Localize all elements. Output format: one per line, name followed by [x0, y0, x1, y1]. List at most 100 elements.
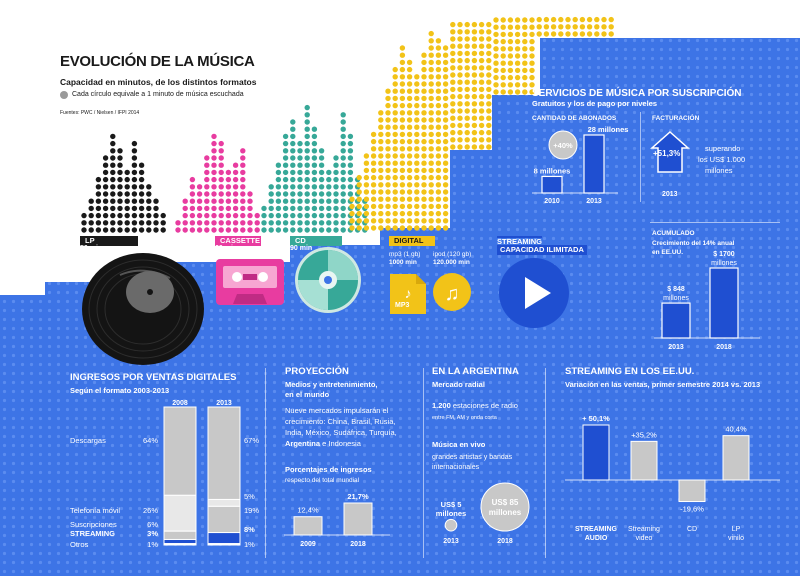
dot [290, 140, 296, 147]
dot [254, 220, 260, 226]
ipod-icon: ♫ [433, 273, 471, 311]
dot [428, 160, 434, 166]
dot [225, 184, 232, 190]
cassette-minutes: 60 min [215, 245, 238, 252]
dot [304, 126, 310, 132]
facturacion-growth: +51,3% [653, 149, 681, 158]
dot [435, 146, 442, 152]
dot [218, 220, 224, 226]
gray-circle-icon [60, 91, 68, 99]
dot [450, 43, 456, 49]
dot [318, 227, 325, 233]
dot [478, 50, 485, 57]
dot [182, 227, 188, 233]
dot [522, 89, 528, 95]
dot [189, 191, 196, 197]
dot [254, 227, 260, 233]
sources-text: Fuentes: PWC / Nielsen / IFPI 2014 [60, 110, 140, 116]
dot [457, 115, 463, 121]
dot [340, 176, 346, 183]
dot [304, 140, 310, 147]
dot [514, 24, 521, 30]
dot [414, 174, 420, 181]
dot [297, 184, 303, 190]
dot [356, 182, 362, 188]
dot [268, 212, 274, 219]
dot [102, 191, 109, 197]
abonados-year: 2013 [586, 198, 602, 205]
dot [522, 17, 528, 23]
dot [131, 191, 138, 197]
dot [333, 176, 339, 183]
dot [514, 89, 521, 95]
abonados-bar [583, 134, 605, 194]
dot [471, 115, 478, 121]
dot [435, 81, 442, 87]
dot [138, 212, 145, 219]
dot [392, 124, 398, 130]
acumulado-subtitle2: en EE.UU. [652, 249, 684, 256]
dot [601, 31, 607, 37]
dot [347, 155, 354, 161]
proyeccion-chart: 2009 12,4% 2018 21,7% [284, 492, 390, 548]
dot [471, 144, 478, 150]
dot [189, 176, 196, 183]
facturacion-text2: los US$ 1.000 [698, 155, 746, 164]
dot [572, 16, 578, 23]
dot [421, 81, 427, 87]
dot [204, 169, 210, 176]
dot [225, 212, 232, 219]
dot [486, 79, 492, 85]
usa-category-label: LP [732, 526, 741, 533]
dot [117, 184, 123, 190]
dot [421, 160, 427, 166]
dot [536, 16, 542, 23]
cassette-icon [216, 259, 284, 305]
dot [311, 212, 318, 219]
dot [378, 189, 384, 195]
dot [110, 133, 116, 140]
dot [225, 220, 232, 226]
dot [218, 162, 224, 168]
dot [378, 146, 384, 152]
dot [182, 198, 188, 204]
mp3-icon-text: MP3 [395, 302, 410, 309]
dot [414, 218, 420, 224]
dot [110, 169, 116, 176]
dot [421, 66, 427, 73]
dot [290, 133, 296, 140]
dot [110, 212, 116, 219]
dot [421, 182, 427, 188]
proyeccion-sub2: en el mundo [285, 390, 330, 399]
dot [247, 205, 253, 212]
dot [399, 124, 406, 130]
dot [399, 102, 406, 109]
growth-circle [548, 130, 578, 160]
dot [326, 176, 332, 183]
dot [486, 122, 492, 129]
dot [442, 153, 449, 159]
dot [399, 218, 406, 224]
dot [385, 102, 391, 109]
dot [471, 72, 478, 78]
dot [428, 218, 434, 224]
dot [311, 198, 318, 204]
dot [240, 227, 246, 233]
dot [218, 198, 224, 204]
dot [493, 89, 499, 95]
dot [558, 31, 564, 37]
dot [392, 203, 398, 210]
dot [464, 57, 470, 64]
dot [478, 65, 485, 71]
ipod-minutes: 120.000 min [433, 259, 470, 266]
dot [421, 225, 427, 231]
dot [486, 137, 492, 143]
usa-category-label-2: vinilo [728, 535, 744, 542]
dot [290, 126, 296, 132]
dot [529, 67, 535, 74]
dot [406, 167, 413, 174]
proyeccion-bar [343, 502, 373, 536]
dot [333, 227, 339, 233]
ingresos-row-label: Otros [70, 540, 89, 549]
dot [326, 212, 332, 219]
